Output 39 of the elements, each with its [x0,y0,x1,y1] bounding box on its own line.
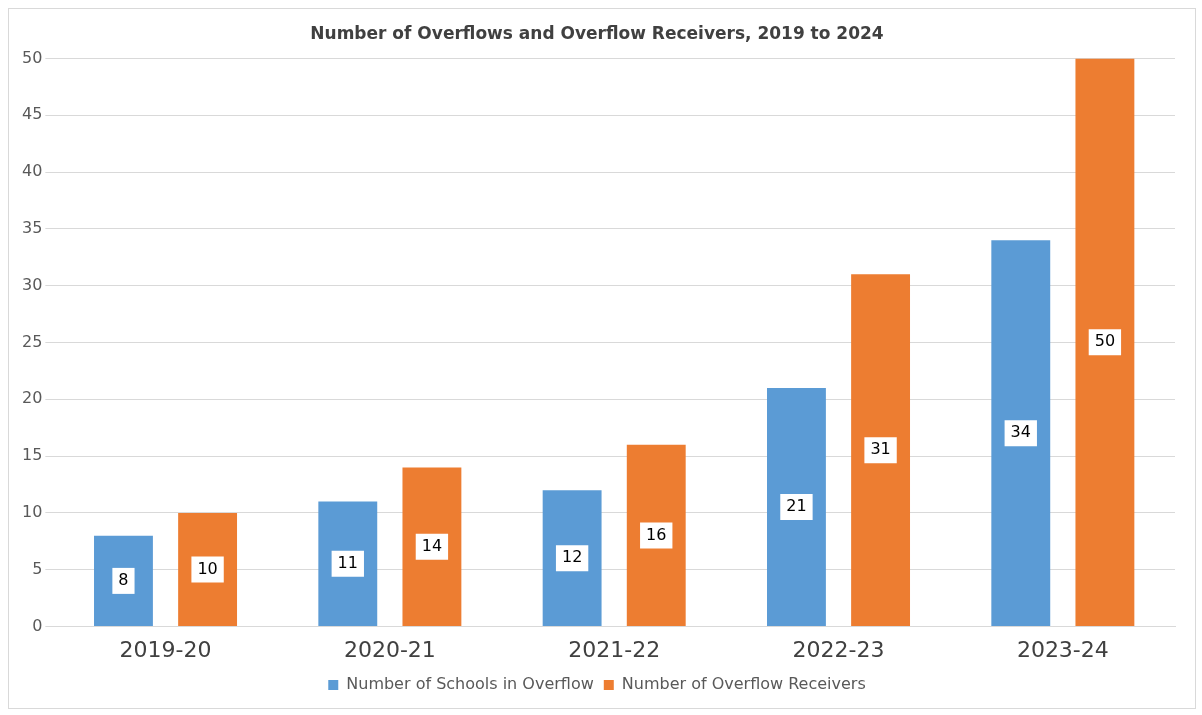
legend-label: Number of Overflow Receivers [621,674,866,694]
bar [1075,58,1135,627]
y-tick-label: 25 [22,331,43,351]
bar [94,535,153,627]
x-tick-label: 2023-24 [1016,636,1109,662]
y-tick-label: 10 [22,502,43,522]
y-tick-label: 0 [32,615,43,635]
data-label: 10 [197,558,218,578]
data-label: 31 [870,439,891,459]
data-label: 16 [646,524,667,544]
bar [542,490,602,627]
x-tick-label: 2021-22 [568,636,661,662]
data-label: 21 [786,496,807,516]
x-tick-label: 2019-20 [119,636,212,662]
bar [851,274,911,627]
data-label: 11 [337,553,358,572]
y-tick-label: 35 [22,218,43,238]
bar [178,512,238,627]
y-tick-label: 5 [32,558,43,578]
legend-label: Number of Schools in Overflow [346,674,594,694]
y-tick-label: 20 [22,388,43,408]
y-tick-label: 50 [22,47,43,67]
data-label: 8 [118,570,129,590]
data-label: 14 [421,535,443,555]
data-label: 12 [561,547,583,567]
bar [991,240,1051,627]
bar [767,387,826,627]
bar [402,467,462,627]
y-tick-label: 45 [22,104,43,124]
y-tick-label: 40 [22,161,43,181]
x-tick-label: 2022-23 [792,636,885,662]
y-tick-label: 15 [22,445,43,465]
chart-title: Number of Overflows and Overflow Receivers, 2019 to 2024 [310,22,884,43]
bar [318,501,378,627]
bar [626,444,686,627]
y-tick-label: 30 [22,274,43,294]
x-tick-label: 2020-21 [343,636,436,662]
data-label: 34 [1010,422,1031,442]
data-label: 50 [1094,331,1116,351]
